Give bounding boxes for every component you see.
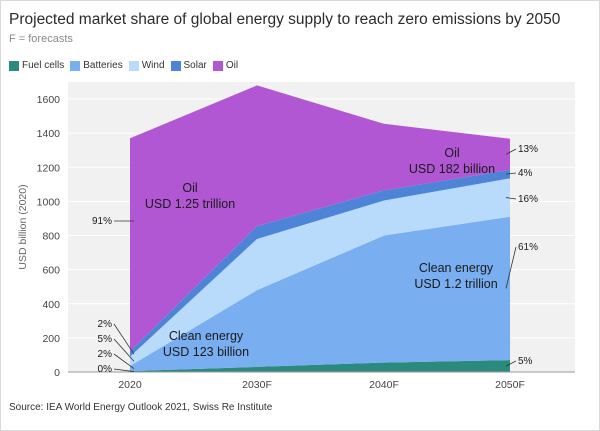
y-axis-label: USD billion (2020) xyxy=(17,184,29,269)
annotation-clean-2050: Clean energy USD 1.2 trillion xyxy=(414,261,497,291)
area-fuel-cells xyxy=(130,360,510,372)
y-tick-label: 1000 xyxy=(37,196,61,208)
legend-item-oil: Oil xyxy=(212,60,239,71)
y-tick-label: 1600 xyxy=(37,94,61,106)
annotation-oil-2050: Oil USD 182 billion xyxy=(409,146,495,176)
pct-label-2020-oil: 91% xyxy=(92,216,112,227)
pct-label-2020-wind: 5% xyxy=(98,334,113,345)
leader-line xyxy=(505,172,517,175)
legend: Fuel cells Batteries Wind Solar Oil xyxy=(9,60,238,71)
pct-label-2020-solar: 2% xyxy=(98,319,113,330)
legend-item-solar: Solar xyxy=(170,60,207,71)
pct-label-2020-batteries: 2% xyxy=(98,349,113,360)
x-tick-label: 2030F xyxy=(242,379,272,391)
annotation-oil-2020: Oil USD 1.25 trillion xyxy=(145,181,235,211)
source-note: Source: IEA World Energy Outlook 2021, S… xyxy=(9,402,273,413)
legend-label: Wind xyxy=(141,60,165,71)
y-tick-label: 800 xyxy=(42,231,60,243)
legend-label: Batteries xyxy=(83,60,123,71)
area-batteries xyxy=(130,216,510,372)
chart-subtitle: F = forecasts xyxy=(9,33,73,45)
legend-item-wind: Wind xyxy=(128,60,165,71)
y-tick-label: 0 xyxy=(54,367,60,379)
leader-line xyxy=(505,246,517,289)
legend-swatch xyxy=(128,60,139,71)
pct-label-2050-oil: 13% xyxy=(518,144,538,155)
area-wind xyxy=(130,178,510,367)
pct-label-2050-fuel-cells: 5% xyxy=(518,356,533,367)
leader-line xyxy=(113,338,135,362)
y-tick-label: 1200 xyxy=(37,162,61,174)
leader-line xyxy=(113,368,135,372)
legend-item-batteries: Batteries xyxy=(70,60,123,71)
y-tick-label: 400 xyxy=(42,299,60,311)
leader-line xyxy=(113,323,135,355)
annotation-clean-2020: Clean energy USD 123 billion xyxy=(163,329,249,359)
area-oil xyxy=(130,85,510,352)
x-tick-label: 2050F xyxy=(495,379,525,391)
legend-swatch xyxy=(9,60,19,71)
legend-swatch xyxy=(70,60,81,71)
legend-swatch xyxy=(170,60,181,71)
chart-title: Projected market share of global energy … xyxy=(9,11,561,28)
y-tick-label: 1400 xyxy=(37,128,61,140)
legend-label: Solar xyxy=(183,60,207,71)
legend-label: Fuel cells xyxy=(22,60,65,71)
pct-label-2020-fuel-cells: 0% xyxy=(98,364,113,375)
legend-swatch xyxy=(212,60,223,71)
legend-label: Oil xyxy=(225,60,239,71)
legend-item-fuel-cells: Fuel cells xyxy=(9,60,64,71)
pct-label-2050-batteries: 61% xyxy=(518,242,538,253)
y-tick-label: 200 xyxy=(42,333,60,345)
leader-line xyxy=(505,148,517,155)
y-tick-label: 600 xyxy=(42,265,60,277)
x-tick-label: 2020 xyxy=(118,379,142,391)
leader-line xyxy=(505,360,517,367)
pct-label-2050-solar: 4% xyxy=(518,168,533,179)
pct-label-2050-wind: 16% xyxy=(518,194,538,205)
x-tick-label: 2040F xyxy=(369,379,399,391)
leader-line xyxy=(113,353,135,369)
leader-line xyxy=(505,197,517,200)
